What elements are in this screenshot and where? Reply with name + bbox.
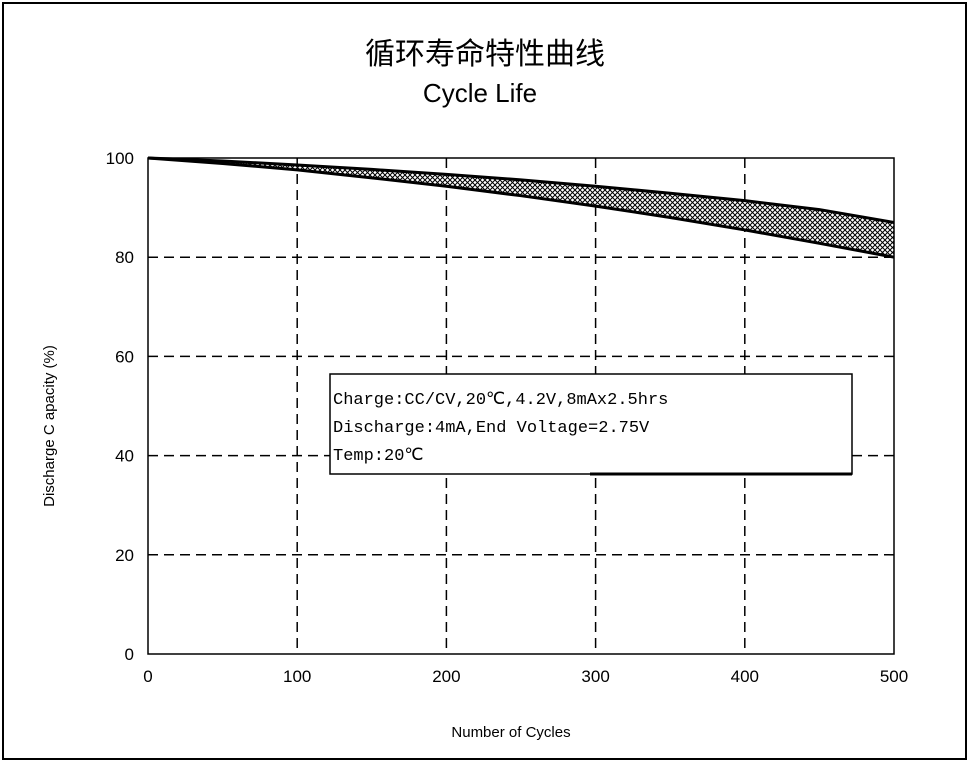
x-tick-label-1: 100 [283, 667, 311, 686]
annotation-box: Charge:CC/CV,20℃,4.2V,8mAx2.5hrs Dischar… [329, 373, 853, 476]
annotation-border [329, 373, 853, 475]
x-tick-label-4: 400 [731, 667, 759, 686]
x-axis-label: Number of Cycles [451, 724, 570, 741]
x-tick-label-2: 200 [432, 667, 460, 686]
y-tick-label-4: 80 [115, 248, 134, 267]
chart-subtitle: Cycle Life [423, 78, 537, 108]
plot-area-border [147, 157, 895, 655]
y-axis-label: Discharge C apacity (%) [41, 345, 58, 507]
y-tick-label-5: 100 [106, 149, 134, 168]
x-tick-labels: 0 100 200 300 400 500 [143, 667, 908, 686]
series-lower-line [147, 156, 895, 259]
y-tick-label-0: 0 [125, 645, 134, 664]
capacity-band-fill [148, 158, 894, 258]
annotation-charge: Charge:CC/CV,20℃,4.2V,8mAx2.5hrs [333, 391, 668, 410]
y-tick-label-1: 20 [115, 546, 134, 565]
y-tick-labels: 0 20 40 60 80 100 [106, 149, 134, 664]
x-tick-label-5: 500 [880, 667, 908, 686]
annotation-temp: Temp:20℃ [333, 447, 424, 466]
chart-title: 循环寿命特性曲线 [365, 37, 605, 72]
y-tick-label-3: 60 [115, 347, 134, 366]
x-tick-label-0: 0 [143, 667, 152, 686]
series-upper-line [147, 156, 895, 224]
capacity-band [147, 156, 895, 259]
annotation-discharge: Discharge:4mA,End Voltage=2.75V [333, 419, 650, 438]
x-tick-label-3: 300 [581, 667, 609, 686]
y-tick-label-2: 40 [115, 447, 134, 466]
